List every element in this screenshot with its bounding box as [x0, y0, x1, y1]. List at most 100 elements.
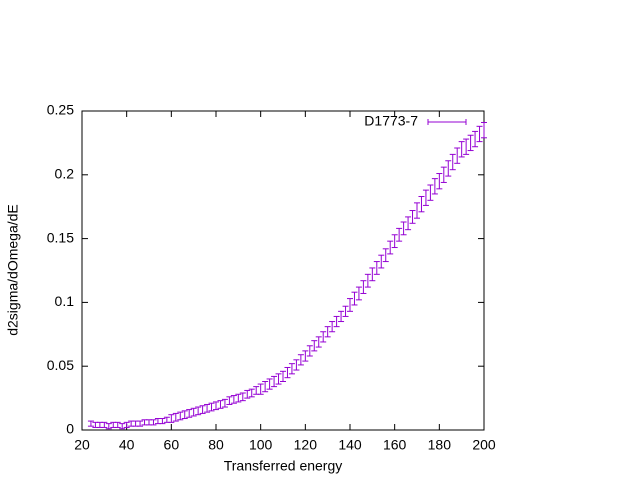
- error-bar: [105, 423, 112, 430]
- error-bar: [297, 354, 304, 366]
- x-tick-label: 120: [294, 437, 318, 453]
- error-bar: [320, 331, 327, 343]
- error-bar: [463, 138, 470, 155]
- error-bar: [481, 121, 487, 139]
- error-bar: [217, 400, 224, 409]
- error-bar: [449, 153, 456, 171]
- error-bar: [329, 321, 336, 333]
- error-bar: [472, 130, 479, 148]
- x-tick-label: 20: [74, 437, 90, 453]
- error-bar: [101, 421, 108, 428]
- error-bar: [369, 267, 376, 282]
- error-bar: [422, 189, 429, 206]
- error-bar: [244, 389, 251, 399]
- error-bar: [476, 125, 483, 143]
- error-bar: [338, 310, 345, 323]
- error-bar: [373, 261, 380, 275]
- error-bar: [311, 340, 318, 352]
- error-bar: [257, 383, 264, 395]
- error-bar: [159, 418, 166, 425]
- y-tick-label: 0.25: [47, 102, 74, 118]
- y-tick-label: 0: [66, 421, 74, 437]
- y-tick-label: 0.1: [55, 293, 75, 309]
- error-bar: [280, 370, 286, 383]
- plot-border: [81, 110, 485, 431]
- error-bar: [347, 298, 353, 312]
- error-bar: [324, 326, 331, 338]
- x-tick-label: 40: [119, 437, 135, 453]
- error-bar: [226, 396, 233, 405]
- error-bar: [271, 375, 278, 388]
- error-bar: [195, 406, 202, 416]
- error-bar: [378, 254, 385, 269]
- error-bar: [405, 216, 412, 231]
- error-bar: [400, 221, 407, 236]
- error-bar: [382, 248, 389, 263]
- x-tick-label: 80: [208, 437, 224, 453]
- y-tick-label: 0.2: [55, 166, 75, 182]
- error-bar: [387, 240, 394, 255]
- error-bar: [137, 420, 144, 427]
- error-bar: [168, 414, 175, 423]
- error-bar: [431, 178, 438, 195]
- error-bar: [284, 366, 291, 379]
- error-bar: [302, 350, 309, 362]
- error-bar: [190, 407, 197, 417]
- error-bar: [177, 411, 184, 421]
- x-tick-label: 180: [428, 437, 452, 453]
- error-bar: [239, 392, 246, 402]
- error-bar: [288, 363, 295, 375]
- y-axis-label: d2sigma/dOmega/dE: [5, 204, 21, 336]
- error-bar: [235, 393, 242, 403]
- error-bar: [418, 195, 425, 213]
- error-bar: [266, 378, 273, 390]
- x-tick-label: 160: [383, 437, 407, 453]
- x-tick-label: 140: [338, 437, 362, 453]
- error-bar: [445, 160, 452, 177]
- error-bar: [172, 412, 179, 422]
- error-bar: [221, 398, 228, 408]
- error-bar: [204, 403, 211, 413]
- y-tick-label: 0.05: [47, 357, 74, 373]
- error-bar: [213, 401, 219, 411]
- error-bar: [360, 280, 367, 294]
- error-bar: [355, 286, 362, 301]
- error-bar: [315, 336, 322, 348]
- x-axis-label: Transferred energy: [224, 458, 343, 474]
- error-bar: [440, 166, 447, 183]
- error-bar: [199, 405, 206, 414]
- error-bar: [293, 359, 300, 371]
- error-bar: [414, 202, 420, 219]
- error-bar: [150, 419, 157, 426]
- error-bar: [119, 423, 126, 430]
- x-tick-label: 100: [249, 437, 273, 453]
- error-bar: [391, 234, 398, 249]
- error-bar: [436, 173, 443, 190]
- y-tick-label: 0.15: [47, 229, 74, 245]
- error-bar: [306, 345, 313, 357]
- error-bar: [454, 147, 461, 164]
- error-bar: [351, 291, 358, 306]
- error-bar: [396, 227, 403, 242]
- x-tick-label: 200: [472, 437, 496, 453]
- legend-label: D1773-7: [364, 113, 418, 129]
- error-bar: [181, 410, 188, 420]
- error-bar: [208, 402, 215, 412]
- error-bar: [427, 184, 434, 201]
- error-bar: [409, 210, 416, 224]
- error-bar: [333, 315, 340, 328]
- error-bar: [87, 420, 94, 427]
- error-bar: [364, 273, 371, 288]
- x-tick-label: 60: [164, 437, 180, 453]
- error-bar: [230, 395, 237, 404]
- error-bar: [114, 421, 121, 428]
- error-bar: [467, 134, 474, 152]
- error-bar: [275, 373, 282, 385]
- error-bar: [248, 388, 255, 398]
- error-bar: [458, 141, 465, 158]
- error-bar: [342, 305, 349, 317]
- error-bar: [186, 409, 193, 418]
- error-bar: [123, 421, 130, 428]
